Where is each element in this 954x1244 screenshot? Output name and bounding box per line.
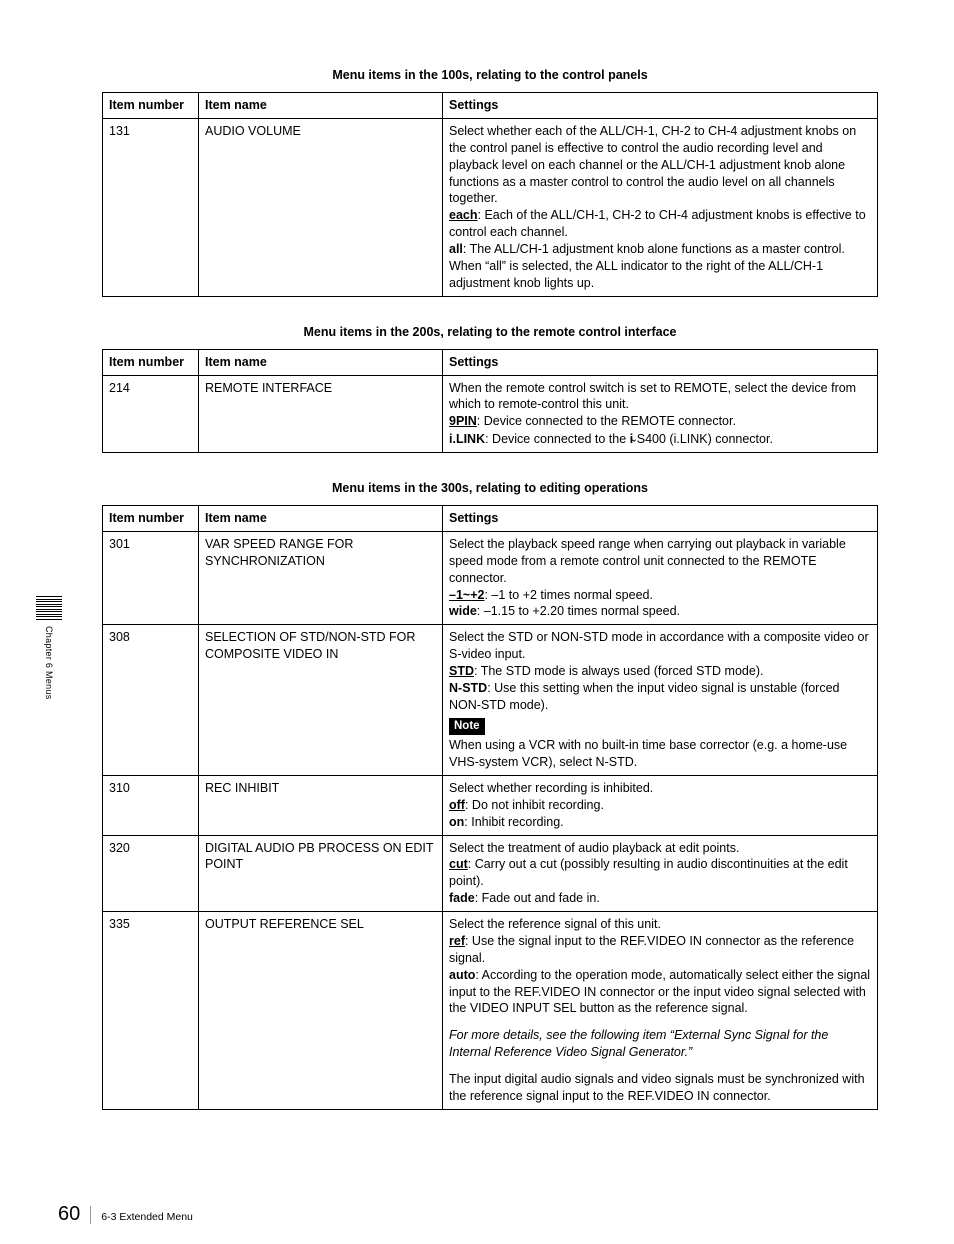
settings-text: Select the playback speed range when car… — [449, 537, 846, 585]
page-body: Menu items in the 100s, relating to the … — [0, 0, 954, 1110]
option-text: : –1.15 to +2.20 times normal speed. — [477, 604, 680, 618]
option-label: cut — [449, 857, 468, 871]
cell-settings: Select the playback speed range when car… — [443, 531, 878, 624]
table-header-row: Item number Item name Settings — [103, 506, 878, 532]
footer-divider-icon — [90, 1206, 91, 1224]
page-number: 60 — [58, 1203, 80, 1226]
cell-item-name: DIGITAL AUDIO PB PROCESS ON EDIT POINT — [199, 835, 443, 912]
th-settings: Settings — [443, 349, 878, 375]
option-label: wide — [449, 604, 477, 618]
settings-text: Select whether recording is inhibited. — [449, 781, 653, 795]
cell-settings: Select whether recording is inhibited. o… — [443, 775, 878, 835]
option-text: : Device connected to the REMOTE connect… — [477, 414, 736, 428]
th-item-number: Item number — [103, 506, 199, 532]
cell-item-number: 214 — [103, 375, 199, 453]
table-300s: Item number Item name Settings 301 VAR S… — [102, 505, 878, 1110]
table-row: 214 REMOTE INTERFACE When the remote con… — [103, 375, 878, 453]
cell-item-number: 131 — [103, 118, 199, 296]
side-tab-lines-icon — [36, 596, 62, 620]
option-label: auto — [449, 968, 475, 982]
th-settings: Settings — [443, 93, 878, 119]
option-text: : Fade out and fade in. — [475, 891, 600, 905]
option-text: : –1 to +2 times normal speed. — [484, 588, 653, 602]
table-row: 320 DIGITAL AUDIO PB PROCESS ON EDIT POI… — [103, 835, 878, 912]
cell-settings: Select whether each of the ALL/CH-1, CH-… — [443, 118, 878, 296]
cell-item-name: AUDIO VOLUME — [199, 118, 443, 296]
ilink-icon: i̴ — [630, 431, 634, 446]
th-item-name: Item name — [199, 93, 443, 119]
option-text: : The STD mode is always used (forced ST… — [474, 664, 763, 678]
footer-section-label: 6-3 Extended Menu — [101, 1211, 193, 1223]
section-title-200s: Menu items in the 200s, relating to the … — [102, 325, 878, 339]
option-label: fade — [449, 891, 475, 905]
cell-item-name: REC INHIBIT — [199, 775, 443, 835]
cell-settings: When the remote control switch is set to… — [443, 375, 878, 453]
option-label: N-STD — [449, 681, 487, 695]
settings-text: Select the STD or NON-STD mode in accord… — [449, 630, 869, 661]
cell-item-name: SELECTION OF STD/NON-STD FOR COMPOSITE V… — [199, 625, 443, 776]
cell-item-number: 301 — [103, 531, 199, 624]
table-header-row: Item number Item name Settings — [103, 349, 878, 375]
option-label: –1~+2 — [449, 588, 484, 602]
table-100s: Item number Item name Settings 131 AUDIO… — [102, 92, 878, 297]
settings-italic-note: For more details, see the following item… — [449, 1028, 828, 1059]
section-title-100s: Menu items in the 100s, relating to the … — [102, 68, 878, 82]
settings-text: Select whether each of the ALL/CH-1, CH-… — [449, 124, 856, 206]
option-label: off — [449, 798, 465, 812]
option-label: ref — [449, 934, 465, 948]
cell-settings: Select the reference signal of this unit… — [443, 912, 878, 1110]
settings-text: Select the treatment of audio playback a… — [449, 841, 739, 855]
side-chapter-label: Chapter 6 Menus — [44, 626, 54, 700]
settings-text: When the remote control switch is set to… — [449, 381, 856, 412]
cell-item-name: VAR SPEED RANGE FOR SYNCHRONIZATION — [199, 531, 443, 624]
th-settings: Settings — [443, 506, 878, 532]
table-row: 308 SELECTION OF STD/NON-STD FOR COMPOSI… — [103, 625, 878, 776]
note-badge: Note — [449, 718, 485, 736]
table-200s: Item number Item name Settings 214 REMOT… — [102, 349, 878, 453]
cell-item-number: 320 — [103, 835, 199, 912]
cell-item-name: REMOTE INTERFACE — [199, 375, 443, 453]
option-text: : According to the operation mode, autom… — [449, 968, 870, 1016]
th-item-number: Item number — [103, 349, 199, 375]
side-chapter-tab: Chapter 6 Menus — [36, 596, 62, 699]
option-label: each — [449, 208, 478, 222]
table-row: 301 VAR SPEED RANGE FOR SYNCHRONIZATION … — [103, 531, 878, 624]
option-text: : The ALL/CH-1 adjustment knob alone fun… — [449, 242, 845, 290]
cell-settings: Select the STD or NON-STD mode in accord… — [443, 625, 878, 776]
option-label: 9PIN — [449, 414, 477, 428]
option-label: i.LINK — [449, 432, 485, 446]
th-item-name: Item name — [199, 506, 443, 532]
table-row: 335 OUTPUT REFERENCE SEL Select the refe… — [103, 912, 878, 1110]
settings-text: The input digital audio signals and vide… — [449, 1072, 865, 1103]
cell-item-number: 310 — [103, 775, 199, 835]
cell-item-number: 308 — [103, 625, 199, 776]
page-footer: 60 6-3 Extended Menu — [58, 1203, 193, 1226]
option-label: on — [449, 815, 464, 829]
option-text: : Inhibit recording. — [464, 815, 563, 829]
option-text: : Each of the ALL/CH-1, CH-2 to CH-4 adj… — [449, 208, 866, 239]
option-text: S400 (i.LINK) connector. — [637, 432, 773, 446]
th-item-name: Item name — [199, 349, 443, 375]
option-text: : Use this setting when the input video … — [449, 681, 840, 712]
option-label: STD — [449, 664, 474, 678]
table-row: 131 AUDIO VOLUME Select whether each of … — [103, 118, 878, 296]
table-row: 310 REC INHIBIT Select whether recording… — [103, 775, 878, 835]
table-header-row: Item number Item name Settings — [103, 93, 878, 119]
cell-item-name: OUTPUT REFERENCE SEL — [199, 912, 443, 1110]
option-text: : Do not inhibit recording. — [465, 798, 604, 812]
option-text: : Carry out a cut (possibly resulting in… — [449, 857, 848, 888]
option-text: : Device connected to the — [485, 432, 630, 446]
cell-settings: Select the treatment of audio playback a… — [443, 835, 878, 912]
section-title-300s: Menu items in the 300s, relating to edit… — [102, 481, 878, 495]
cell-item-number: 335 — [103, 912, 199, 1110]
th-item-number: Item number — [103, 93, 199, 119]
option-text: : Use the signal input to the REF.VIDEO … — [449, 934, 854, 965]
settings-text: Select the reference signal of this unit… — [449, 917, 661, 931]
option-label: all — [449, 242, 463, 256]
note-text: When using a VCR with no built-in time b… — [449, 738, 847, 769]
